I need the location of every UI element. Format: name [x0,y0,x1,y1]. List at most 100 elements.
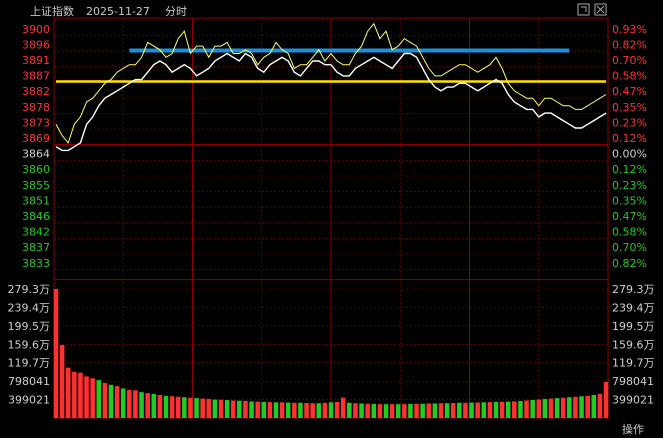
volume-bar [457,402,462,418]
volume-bar [420,403,425,418]
percent-tick-label: 0.82% [612,38,647,51]
volume-tick-label: 199.5万 [612,320,655,333]
volume-bar [377,404,383,418]
volume-bar [310,403,315,418]
chart-grid [53,17,609,419]
volume-bar [218,399,224,418]
volume-bar [188,397,193,418]
percent-axis: 0.12% 0.23% 0.35% 0.47% 0.58% 0.70% 0.82% 0.93%… [612,23,647,270]
volume-bar [438,403,444,418]
volume-tick-label: 399021 [8,394,50,407]
percent-tick-label: 0.58% [612,226,647,239]
price-line [55,52,607,152]
volume-bar [298,402,303,418]
volume-bar [243,400,248,418]
price-tick-label: 3896 [22,38,50,51]
volume-tick-label: 279.3万 [8,283,51,296]
volume-tick-label: 199.5万 [8,320,51,333]
volume-bar [322,402,328,418]
volume-bar [579,396,584,418]
volume-bar [108,384,114,418]
volume-bar [65,367,71,418]
volume-tick-label: 159.6万 [8,338,51,351]
percent-tick-label: 0.58% [612,70,647,83]
volume-tick-label: 399021 [612,394,654,407]
volume-bar [53,289,59,418]
header-mode: 分时 [165,5,187,18]
volume-bar [261,401,267,418]
price-tick-label: 3860 [22,163,50,176]
percent-tick-label: 0.35% [612,101,647,114]
volume-bar [255,401,260,418]
percent-zero-label: 0.00% [612,148,647,161]
volume-bar [518,400,523,418]
price-tick-label: 3900 [22,23,50,36]
average-price-line [55,22,607,144]
volume-bar [371,403,377,418]
volume-bar [328,402,334,418]
volume-bar [163,395,169,418]
percent-tick-label: 0.47% [612,85,647,98]
volume-bar [102,382,108,418]
volume-bar [175,396,181,418]
volume-bar [463,402,468,418]
volume-bar [169,396,175,418]
volume-bar [395,404,401,418]
volume-bar [84,376,89,418]
volume-bar [145,393,150,418]
volume-tick-label: 239.4万 [8,301,51,314]
volume-bar [426,403,432,418]
volume-bar [237,400,242,418]
volume-bar [230,400,236,418]
volume-bar [224,399,230,418]
volume-tick-label: 159.6万 [612,338,655,351]
percent-tick-label: 0.12% [612,163,647,176]
percent-tick-label: 0.23% [612,179,647,192]
volume-bar [206,399,212,418]
volume-bars [53,289,609,418]
price-tick-label: 3891 [22,54,50,67]
volume-bar [353,403,358,418]
header-date: 2025-11-27 [86,5,150,18]
price-tick-label: 3869 [22,132,50,145]
bottom-bar [0,420,663,438]
price-tick-label: 3882 [22,85,50,98]
action-button[interactable]: 操作 [622,422,644,436]
volume-bar [292,402,297,418]
price-tick-label: 3833 [22,257,50,270]
price-tick-label: 3851 [22,194,50,207]
percent-tick-label: 0.35% [612,194,647,207]
volume-bar [499,401,505,418]
volume-bar [249,401,254,418]
volume-bar [408,403,413,418]
volume-bar [414,403,419,418]
volume-bar [151,393,157,418]
volume-bar [536,399,542,418]
volume-bar [603,381,609,418]
volume-bar [475,402,480,418]
volume-bar [469,402,474,418]
expand-icon[interactable] [577,3,590,16]
volume-bar [450,402,456,418]
close-icon[interactable] [594,3,607,16]
volume-bar [273,402,279,418]
percent-tick-label: 0.70% [612,241,647,254]
volume-bar [487,402,493,418]
price-tick-label: 3887 [22,70,50,83]
percent-tick-label: 0.70% [612,54,647,67]
volume-bar [432,403,438,418]
volume-bar [90,378,95,418]
volume-bar [567,397,572,418]
volume-bar [72,371,77,418]
price-tick-label: 3846 [22,210,50,223]
volume-bar [359,403,364,418]
price-tick-label: 3842 [22,226,50,239]
volume-bar [316,403,322,418]
volume-bar [505,401,511,418]
volume-bar [182,397,187,418]
price-lines [55,22,607,152]
volume-bar [573,396,578,418]
volume-bar [597,393,603,418]
percent-tick-label: 0.12% [612,132,647,145]
